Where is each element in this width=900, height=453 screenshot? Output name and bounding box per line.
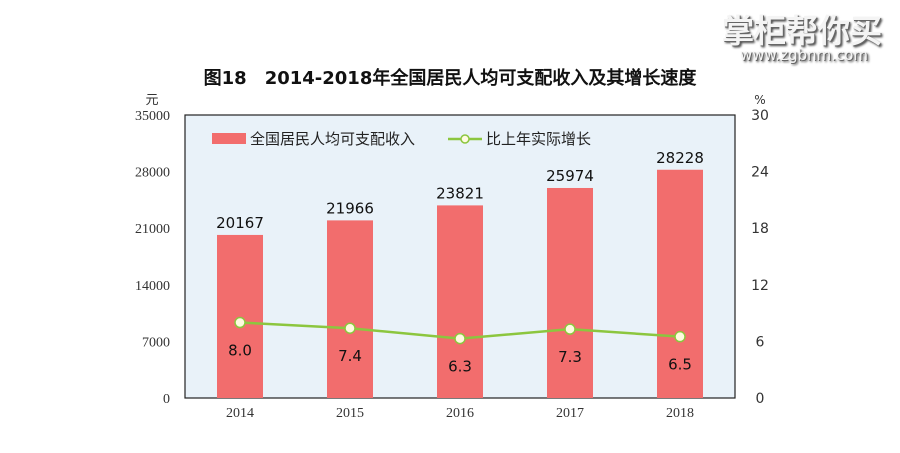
bar bbox=[217, 234, 263, 398]
watermark-logo: 掌柜帮你买 bbox=[722, 12, 883, 50]
chart-title: 图18 2014-2018年全国居民人均可支配收入及其增长速度 bbox=[204, 67, 698, 89]
line-point bbox=[344, 322, 356, 334]
line-label: 7.3 bbox=[558, 348, 582, 366]
x-tick-label: 2014 bbox=[226, 406, 254, 421]
y-right-tick-label: 30 bbox=[751, 108, 769, 124]
bar bbox=[327, 220, 373, 398]
line-point bbox=[234, 316, 246, 329]
bar-label: 20167 bbox=[216, 214, 264, 232]
y-left-tick-label: 28000 bbox=[135, 166, 170, 181]
bar-label: 23821 bbox=[436, 184, 484, 202]
bar-label: 25974 bbox=[546, 167, 594, 185]
y-right-tick-label: 12 bbox=[751, 278, 769, 294]
line-point bbox=[454, 332, 466, 345]
legend-line-label: 比上年实际增长 bbox=[486, 130, 591, 148]
line-point bbox=[674, 330, 686, 343]
bar-label: 21966 bbox=[326, 199, 374, 217]
bar-label: 28228 bbox=[656, 149, 704, 167]
line-point bbox=[564, 323, 576, 335]
y-left-tick-label: 21000 bbox=[135, 222, 170, 237]
y-left-tick-label: 35000 bbox=[135, 109, 170, 124]
line-label: 6.5 bbox=[668, 356, 692, 374]
x-tick-label: 2015 bbox=[336, 406, 364, 421]
y-right-tick-label: 24 bbox=[751, 165, 769, 181]
line-label: 6.3 bbox=[448, 358, 472, 376]
x-tick-label: 2017 bbox=[556, 406, 584, 421]
bar bbox=[657, 169, 703, 398]
line-label: 8.0 bbox=[228, 342, 252, 360]
bar bbox=[437, 205, 483, 398]
legend-bar-label: 全国居民人均可支配收入 bbox=[250, 130, 415, 148]
y-right-tick-label: 0 bbox=[756, 391, 765, 407]
y-right-unit: % bbox=[754, 93, 765, 107]
y-right-tick-label: 18 bbox=[751, 221, 769, 237]
bar bbox=[547, 187, 593, 398]
y-left-tick-label: 7000 bbox=[142, 335, 170, 350]
y-left-tick-label: 0 bbox=[163, 392, 170, 407]
legend-line-marker bbox=[460, 134, 470, 144]
y-right-tick-label: 6 bbox=[756, 334, 765, 350]
y-left-unit: 元 bbox=[145, 93, 158, 108]
y-left-tick-label: 14000 bbox=[135, 279, 170, 294]
watermark-url: www.zgbnm.com bbox=[740, 46, 869, 64]
line-label: 7.4 bbox=[338, 347, 362, 365]
x-tick-label: 2016 bbox=[446, 406, 474, 421]
x-tick-label: 2018 bbox=[666, 406, 694, 421]
legend-bar-swatch bbox=[212, 133, 246, 144]
